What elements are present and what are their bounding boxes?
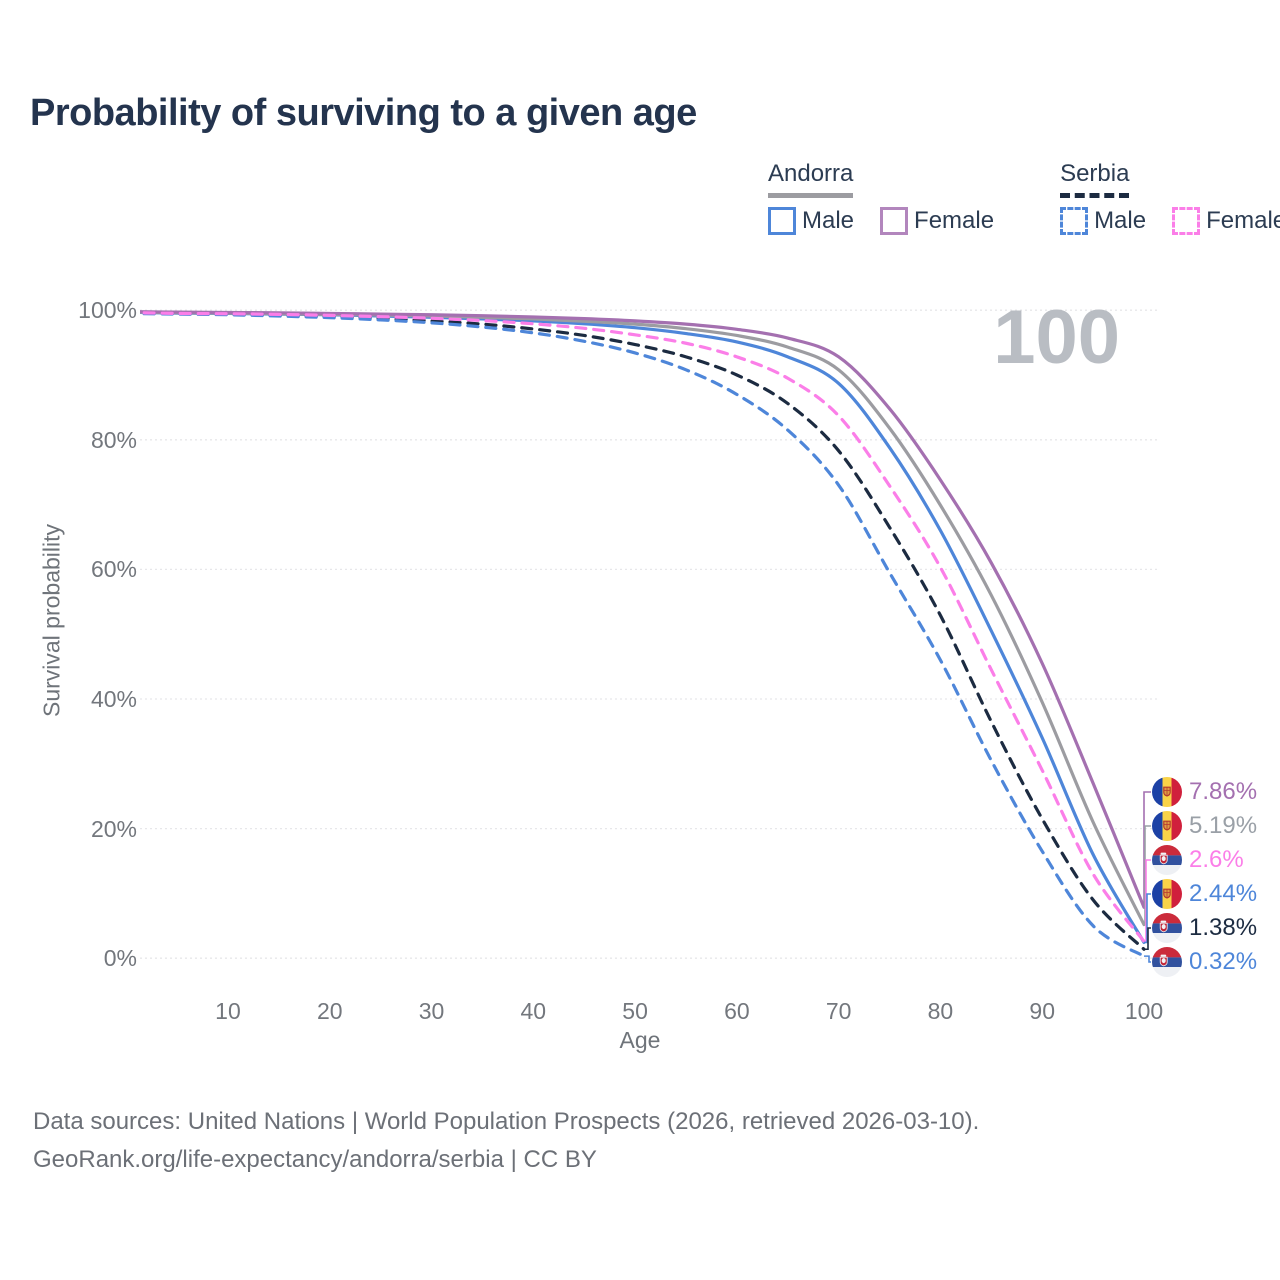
legend-country-serbia[interactable]: Serbia	[1060, 160, 1130, 198]
end-label-value: 0.32%	[1189, 948, 1258, 975]
y-tick-label: 80%	[90, 426, 137, 453]
end-label-connector	[1144, 927, 1151, 951]
y-tick-label: 0%	[103, 945, 137, 972]
legend-item-serbia-female[interactable]: Female	[1172, 207, 1280, 235]
legend-item-andorra-female[interactable]: Female	[880, 207, 994, 235]
legend-group-andorra: Andorra Male Female	[768, 160, 1020, 235]
serbia-male-swatch-icon	[1060, 207, 1089, 235]
y-tick-label: 20%	[90, 815, 137, 842]
end-label-connector	[1144, 859, 1151, 943]
andorra-flag-icon	[1152, 811, 1182, 841]
end-label-value: 2.6%	[1189, 846, 1244, 873]
x-tick-label: 20	[316, 998, 343, 1024]
y-tick-label: 60%	[90, 556, 137, 583]
end-label-connector	[1144, 893, 1151, 944]
andorra-flag-icon	[1152, 879, 1182, 909]
x-tick-label: 90	[1029, 998, 1056, 1024]
x-tick-label: 70	[825, 998, 852, 1024]
end-label-connector	[1143, 791, 1151, 908]
curve-serbia-female[interactable]	[126, 311, 1146, 943]
x-tick-label: 80	[927, 998, 954, 1024]
end-label-row: 7.86%	[1152, 777, 1257, 807]
end-label-value: 2.44%	[1189, 880, 1258, 907]
legend-item-label: Male	[1094, 207, 1147, 234]
end-label-row: 2.6%	[1152, 845, 1244, 875]
x-tick-label: 50	[622, 998, 648, 1024]
age-counter-watermark: 100	[993, 295, 1120, 380]
legend: Andorra Male Female Serbia Male Female	[768, 160, 1280, 235]
legend-item-label: Male	[802, 207, 855, 234]
end-label-row: 5.19%	[1152, 811, 1257, 841]
end-label-row: 0.32%	[1152, 947, 1257, 977]
y-tick-label: 100%	[78, 297, 137, 324]
x-axis-title: Age	[619, 1027, 661, 1053]
data-sources-line: Data sources: United Nations | World Pop…	[33, 1108, 980, 1135]
end-label-row: 2.44%	[1152, 879, 1257, 909]
x-tick-label: 10	[215, 998, 241, 1024]
serbia-flag-icon	[1152, 947, 1182, 977]
legend-item-label: Female	[1206, 207, 1280, 234]
x-tick-label: 100	[1124, 998, 1164, 1024]
serbia-flag-icon	[1152, 913, 1182, 943]
end-label-connector	[1144, 825, 1151, 926]
attribution-line: GeoRank.org/life-expectancy/andorra/serb…	[33, 1146, 597, 1173]
curve-serbia-male[interactable]	[126, 312, 1146, 958]
end-label-value: 5.19%	[1189, 812, 1258, 839]
legend-item-label: Female	[914, 207, 995, 234]
end-label-value: 1.38%	[1189, 914, 1258, 941]
andorra-male-swatch-icon	[768, 207, 796, 235]
legend-country-andorra[interactable]: Andorra	[768, 160, 854, 198]
x-tick-label: 60	[724, 998, 750, 1024]
page-title: Probability of surviving to a given age	[30, 92, 697, 134]
curve-andorra-both-sexes[interactable]	[126, 310, 1146, 927]
end-label-connector	[1144, 955, 1151, 963]
serbia-female-swatch-icon	[1172, 207, 1201, 235]
andorra-female-swatch-icon	[880, 207, 909, 235]
end-label-row: 1.38%	[1152, 913, 1257, 943]
legend-item-serbia-male[interactable]: Male	[1060, 207, 1146, 235]
y-tick-label: 40%	[90, 686, 137, 712]
curve-andorra-female[interactable]	[126, 310, 1146, 909]
x-tick-label: 30	[418, 998, 445, 1024]
x-tick-label: 40	[520, 998, 547, 1024]
legend-item-andorra-male[interactable]: Male	[768, 207, 854, 235]
end-label-value: 7.86%	[1189, 778, 1258, 805]
curve-andorra-male[interactable]	[126, 310, 1146, 944]
legend-group-serbia: Serbia Male Female	[1060, 160, 1280, 235]
andorra-flag-icon	[1152, 777, 1182, 807]
serbia-flag-icon	[1152, 845, 1182, 875]
